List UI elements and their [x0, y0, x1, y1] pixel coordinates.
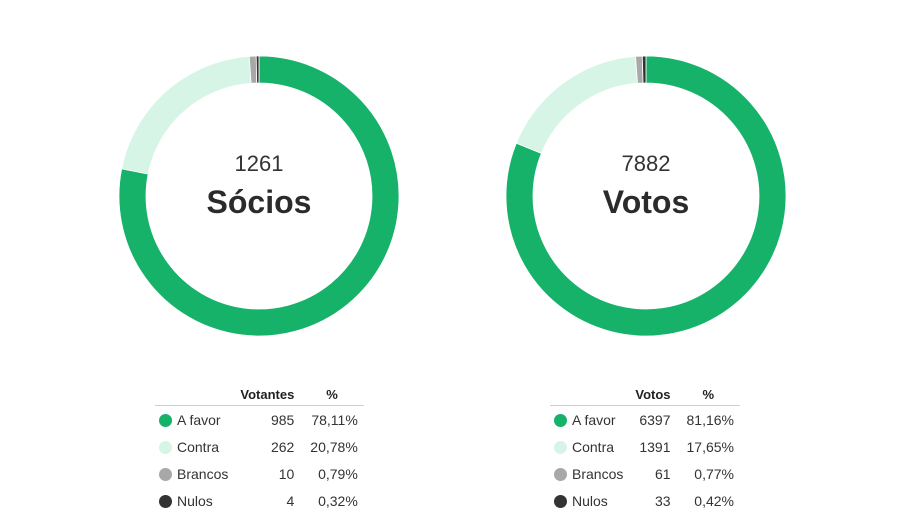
- legend-header-row: Votantes %: [155, 383, 364, 406]
- legend-count: 1391: [639, 438, 671, 455]
- legend-header-row: Votos %: [550, 383, 740, 406]
- legend-header-label: [550, 383, 630, 406]
- votos-panel: 7882 Votos Votos % A favor 6397 81,16% C…: [460, 0, 920, 518]
- votos-legend-table: Votos % A favor 6397 81,16% Contra 1391 …: [550, 383, 740, 514]
- donut-slice-nulos: [641, 56, 647, 84]
- legend-label: Nulos: [572, 492, 608, 509]
- legend-header-percent: %: [300, 383, 364, 406]
- socios-center-title: Sócios: [206, 184, 312, 220]
- legend-percent: 0,32%: [318, 492, 358, 509]
- legend-row-brancos: Brancos 10 0,79%: [155, 460, 364, 487]
- legend-count: 33: [654, 492, 671, 509]
- donut-slice-nulos: [255, 56, 260, 84]
- legend-row-a-favor: A favor 985 78,11%: [155, 406, 364, 434]
- legend-count: 6397: [639, 411, 671, 428]
- donut-slice-a-favor: [119, 56, 399, 336]
- swatch-a-favor-icon: [554, 413, 567, 427]
- legend-percent: 0,77%: [694, 465, 734, 482]
- legend-count: 985: [270, 411, 295, 428]
- legend-header-count: Votantes: [234, 383, 301, 406]
- donut-slice-a-favor: [506, 56, 786, 336]
- legend-label: Nulos: [177, 492, 213, 509]
- legend-percent: 20,78%: [310, 438, 358, 455]
- swatch-brancos-icon: [554, 467, 567, 481]
- swatch-contra-icon: [159, 440, 172, 454]
- votos-donut-chart: 7882 Votos: [506, 56, 786, 336]
- legend-percent: 0,42%: [694, 492, 734, 509]
- legend-percent: 17,65%: [686, 438, 734, 455]
- legend-header-percent: %: [676, 383, 740, 406]
- legend-row-a-favor: A favor 6397 81,16%: [550, 406, 740, 434]
- legend-row-brancos: Brancos 61 0,77%: [550, 460, 740, 487]
- legend-label: A favor: [177, 411, 221, 428]
- legend-label: A favor: [572, 411, 616, 428]
- votos-total-count: 7882: [621, 151, 671, 176]
- socios-panel: 1261 Sócios Votantes % A favor 985 78,11…: [119, 56, 399, 514]
- legend-percent: 81,16%: [686, 411, 734, 428]
- legend-header-count: Votos: [629, 383, 677, 406]
- votos-center-title: Votos: [602, 184, 690, 220]
- legend-label: Contra: [177, 438, 220, 455]
- legend-percent: 78,11%: [311, 411, 358, 428]
- socios-total-count: 1261: [234, 151, 284, 176]
- legend-header-label: [155, 383, 235, 406]
- swatch-a-favor-icon: [159, 413, 172, 427]
- legend-count: 262: [270, 438, 295, 455]
- swatch-nulos-icon: [159, 494, 172, 508]
- legend-row-contra: Contra 262 20,78%: [155, 433, 364, 460]
- legend-label: Brancos: [572, 465, 624, 482]
- legend-row-contra: Contra 1391 17,65%: [550, 433, 740, 460]
- legend-count: 10: [278, 465, 295, 482]
- votos-donut-svg: [506, 56, 786, 336]
- legend-count: 61: [654, 465, 671, 482]
- legend-label: Brancos: [177, 465, 229, 482]
- socios-donut-chart: 1261 Sócios: [119, 56, 399, 336]
- legend-row-nulos: Nulos 4 0,32%: [155, 487, 364, 514]
- socios-donut-svg: [119, 56, 399, 336]
- swatch-nulos-icon: [554, 494, 567, 508]
- socios-legend-table: Votantes % A favor 985 78,11% Contra 262…: [155, 383, 364, 514]
- legend-count: 4: [286, 492, 295, 509]
- swatch-contra-icon: [554, 440, 567, 454]
- swatch-brancos-icon: [159, 467, 172, 481]
- donut-slice-contra: [515, 56, 638, 154]
- legend-label: Contra: [572, 438, 615, 455]
- legend-percent: 0,79%: [318, 465, 358, 482]
- legend-row-nulos: Nulos 33 0,42%: [550, 487, 740, 514]
